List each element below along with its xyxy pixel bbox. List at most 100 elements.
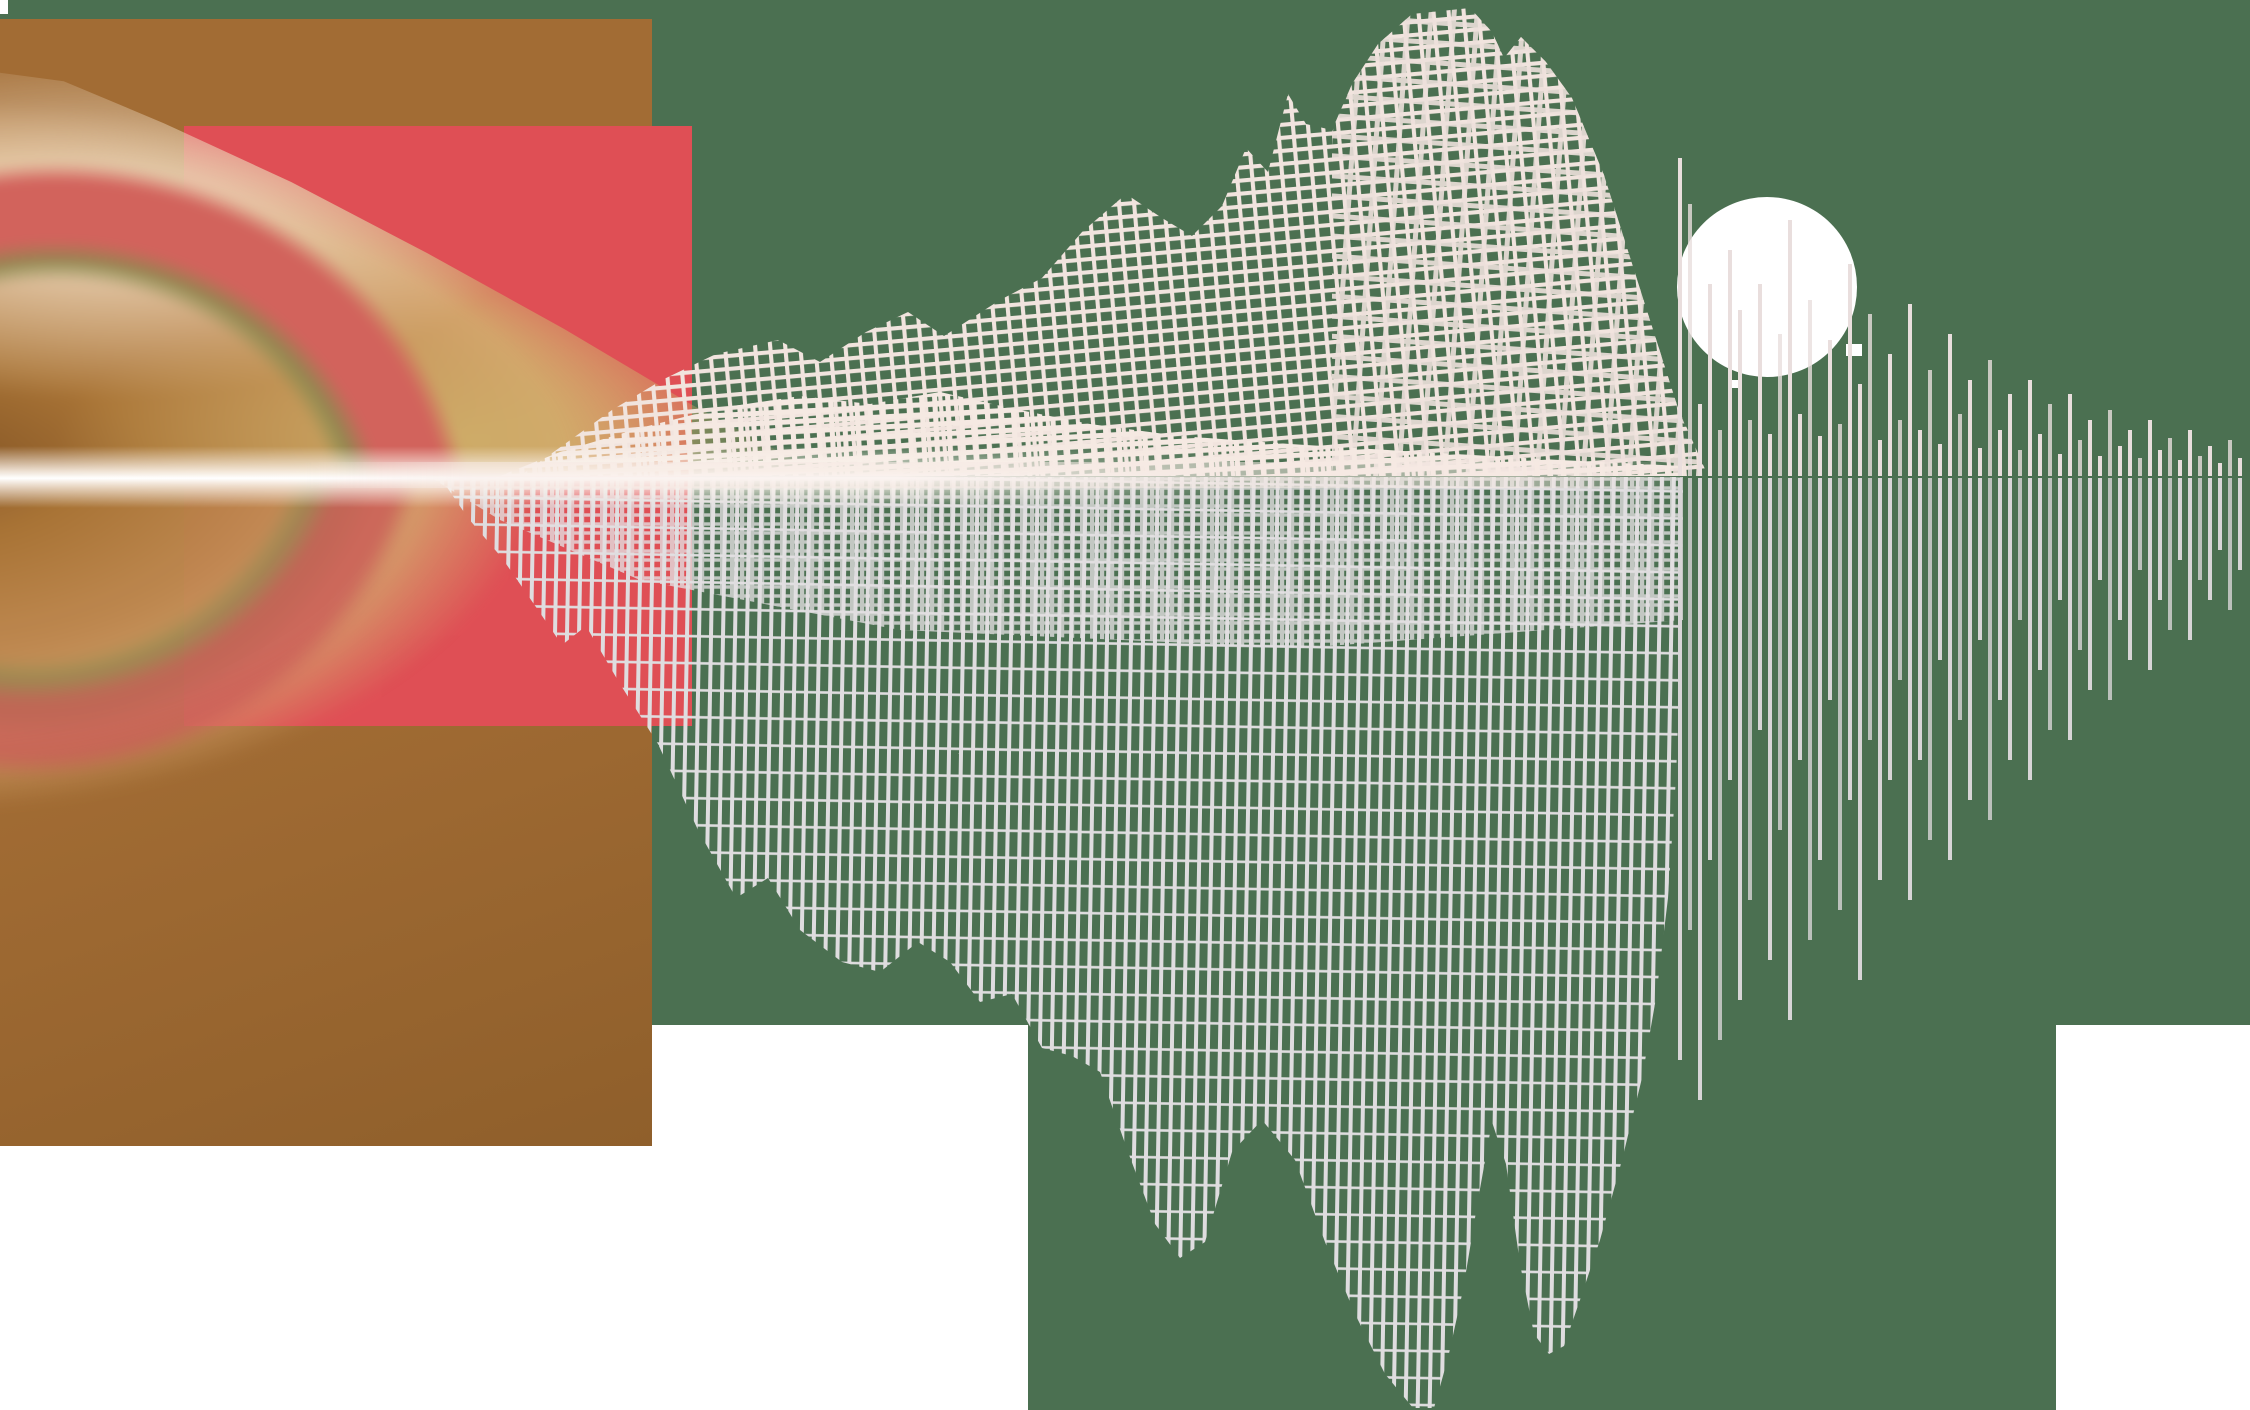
- reflection-shelf-mesh: [430, 477, 1683, 648]
- waveform-bar-down: [1948, 478, 1952, 860]
- waveform-bar-up: [1708, 284, 1712, 476]
- waveform-bar-up: [2178, 460, 2182, 476]
- waveform-bar-up: [2098, 456, 2102, 476]
- waveform-bar-down: [1728, 478, 1732, 780]
- waterline-band: [300, 462, 1685, 488]
- waveform-bar-down: [2048, 478, 2052, 730]
- waveform-bar-down: [2218, 478, 2222, 550]
- waveform-bar-up: [2168, 438, 2172, 476]
- waveform-bar-up: [1968, 380, 1972, 476]
- waveform-bar-down: [2098, 478, 2102, 580]
- waveform-bar-down: [2028, 478, 2032, 780]
- waveform-bar-down: [2238, 478, 2242, 570]
- waveform-bar-down: [2088, 478, 2092, 690]
- waveform-bar-up: [2048, 404, 2052, 476]
- waveform-bar-up: [1948, 334, 1952, 476]
- waveform-bar-up: [1908, 304, 1912, 476]
- waveform-bar-up: [1868, 314, 1872, 476]
- waveform-bar-down: [1938, 478, 1942, 660]
- waveform-bar-up: [1758, 284, 1762, 476]
- waveform-bar-up: [2218, 463, 2222, 476]
- waveform-bar-down: [1768, 478, 1772, 960]
- waveform-bar-up: [2068, 394, 2072, 476]
- waveform-bar-down: [1808, 478, 1812, 940]
- waveform-bar-up: [1958, 414, 1962, 476]
- waveform-bar-up: [1978, 448, 1982, 476]
- waveform-bar-down: [1858, 478, 1862, 980]
- waveform-bar-up: [2148, 420, 2152, 476]
- waveform-bar-down: [1998, 478, 2002, 700]
- waveform-bar-up: [1778, 334, 1782, 476]
- waveform-bar-down: [2018, 478, 2022, 620]
- waveform-bar-up: [2128, 430, 2132, 476]
- waveform-bar-up: [1898, 420, 1902, 476]
- waveform-bar-down: [1788, 478, 1792, 1020]
- waveform-bar-up: [1818, 436, 1822, 476]
- waveform-bar-up: [1748, 420, 1752, 476]
- waveform-bar-down: [1928, 478, 1932, 840]
- mountain-reflection-mesh: [440, 477, 1683, 1408]
- waveform-bar-up: [2008, 394, 2012, 476]
- waveform-bar-up: [1918, 430, 1922, 476]
- waveform-bar-up: [2078, 440, 2082, 476]
- waveform-bar-up: [2208, 446, 2212, 476]
- waveform-bar-down: [1908, 478, 1912, 900]
- waveform-bar-down: [1778, 478, 1782, 830]
- waveform-bar-up: [1838, 424, 1842, 476]
- waveform-bar-up: [1698, 404, 1702, 476]
- waveform-bar-down: [1978, 478, 1982, 640]
- waveform-bar-down: [1898, 478, 1902, 680]
- waveform-bar-up: [2028, 380, 2032, 476]
- waveform-bar-down: [1968, 478, 1972, 800]
- waveform-bar-down: [2128, 478, 2132, 660]
- waveform-bar-up: [2088, 420, 2092, 476]
- waveform-bar-up: [1858, 384, 1862, 476]
- waveform-bar-down: [2138, 478, 2142, 570]
- waveform-bar-down: [1828, 478, 1832, 700]
- waveform-bar-down: [2058, 478, 2062, 600]
- waveform-bar-down: [2008, 478, 2012, 760]
- waveform-bar-up: [2228, 440, 2232, 476]
- waveform-bar-down: [1688, 478, 1692, 930]
- waveform-bar-down: [2148, 478, 2152, 670]
- waveform-bar-down: [2208, 478, 2212, 600]
- moon-circle: [1677, 197, 1857, 377]
- waveform-bar-down: [2158, 478, 2162, 600]
- waveform-bar-down: [2168, 478, 2172, 630]
- waveform-bar-down: [1818, 478, 1822, 860]
- waveform-bar-down: [1878, 478, 1882, 880]
- waveform-bar-down: [1748, 478, 1752, 900]
- waveform-bar-up: [1888, 354, 1892, 476]
- waveform-bar-down: [1698, 478, 1702, 1100]
- waveform-bar-up: [2158, 450, 2162, 476]
- waveform-bar-up: [1848, 264, 1852, 476]
- waveform-bar-up: [1738, 310, 1742, 476]
- waveform-bar-up: [1728, 250, 1732, 476]
- waveform-bar-down: [2198, 478, 2202, 580]
- waveform-bar-up: [1678, 158, 1682, 476]
- waveform-bar-up: [2238, 458, 2242, 476]
- top-left-white-notch: [0, 0, 8, 14]
- waveform-bar-up: [2058, 454, 2062, 476]
- waveform-bar-down: [1678, 478, 1682, 1060]
- waveform-bar-down: [1888, 478, 1892, 780]
- waveform-bar-down: [1738, 478, 1742, 1000]
- waveform-bar-up: [1878, 440, 1882, 476]
- waveform-bar-down: [2108, 478, 2112, 700]
- waveform-bar-up: [2118, 446, 2122, 476]
- mountain-wall-mesh: [1332, 8, 1706, 476]
- waveform-bar-up: [1788, 220, 1792, 476]
- waveform-bar-up: [1718, 430, 1722, 476]
- waveform-bar-down: [2118, 478, 2122, 620]
- waveform-bar-down: [1758, 478, 1762, 730]
- waveform-bar-down: [1838, 478, 1842, 910]
- waveform-bar-down: [1718, 478, 1722, 1040]
- waveform-bar-up: [1938, 444, 1942, 476]
- waveform-bar-up: [1998, 430, 2002, 476]
- waveform-bar-down: [2068, 478, 2072, 740]
- waveform-bar-up: [1688, 204, 1692, 476]
- waveform-bar-up: [2038, 434, 2042, 476]
- waveform-bar-up: [2018, 450, 2022, 476]
